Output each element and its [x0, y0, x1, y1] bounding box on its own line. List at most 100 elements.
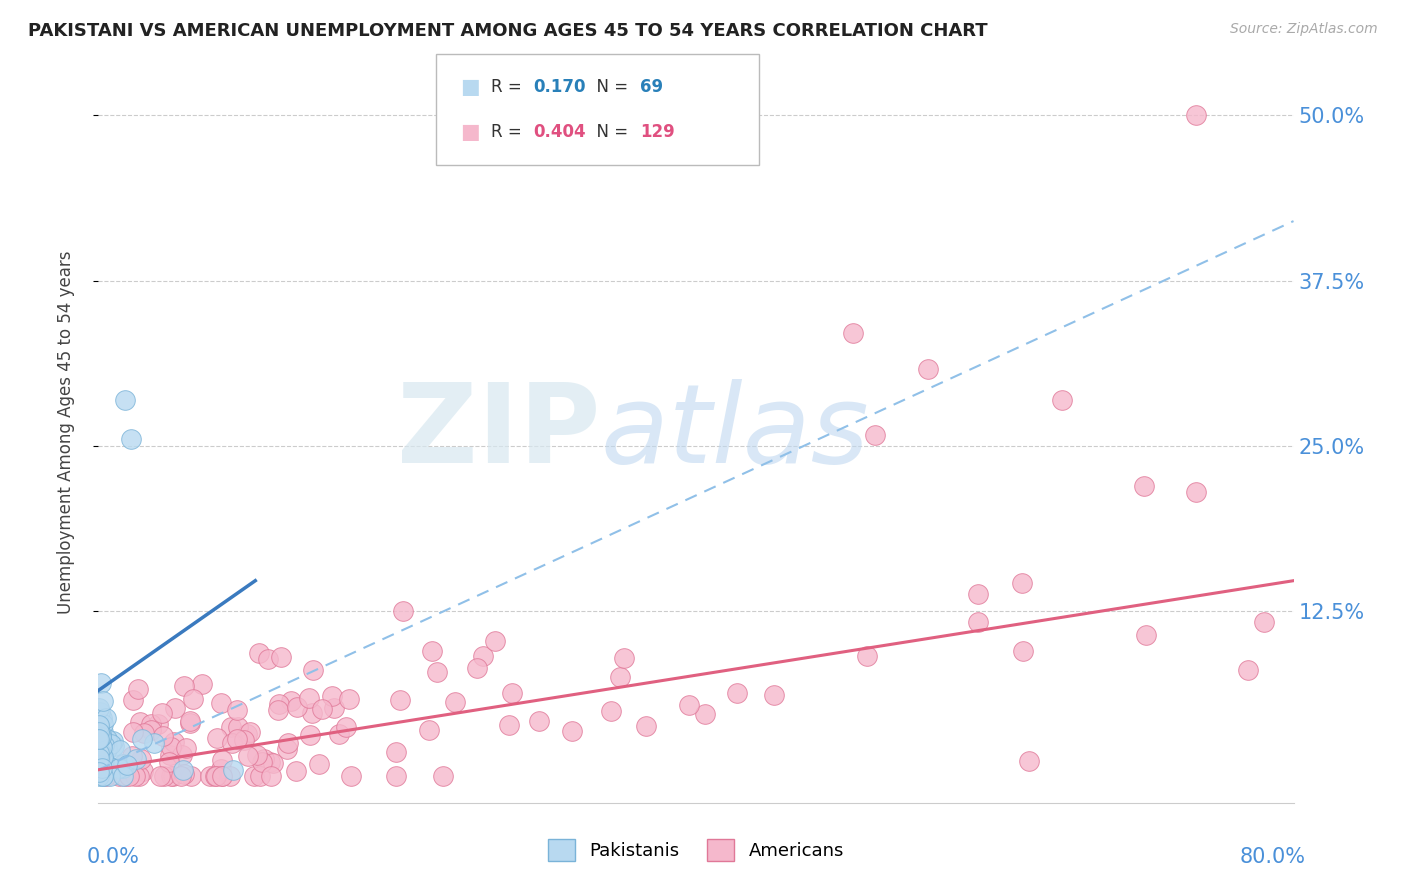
Point	[89, 719, 111, 733]
Point	[1018, 754, 1040, 768]
Point	[159, 748, 181, 763]
Point	[249, 769, 271, 783]
Point	[285, 764, 308, 779]
Text: 80.0%: 80.0%	[1240, 847, 1306, 867]
Point	[198, 769, 221, 783]
Point	[131, 732, 153, 747]
Text: ■: ■	[460, 122, 479, 142]
Point	[609, 670, 631, 684]
Point	[204, 769, 226, 783]
Point	[247, 646, 270, 660]
Point	[211, 753, 233, 767]
Point	[678, 698, 700, 713]
Point	[89, 756, 111, 770]
Point	[527, 714, 550, 728]
Point	[91, 748, 114, 763]
Text: 0.0%: 0.0%	[87, 847, 139, 867]
Point	[302, 663, 325, 677]
Point	[484, 634, 506, 648]
Point	[91, 741, 114, 756]
Point	[128, 769, 150, 783]
Point	[157, 755, 180, 769]
Point	[127, 681, 149, 696]
Point	[87, 731, 110, 746]
Point	[94, 711, 117, 725]
Point	[87, 764, 110, 779]
Point	[91, 744, 114, 758]
Point	[225, 703, 247, 717]
Point	[250, 755, 273, 769]
Point	[226, 731, 249, 746]
Point	[1012, 644, 1035, 658]
Point	[392, 604, 415, 618]
Text: R =: R =	[491, 123, 527, 141]
Point	[87, 731, 110, 746]
Point	[280, 693, 302, 707]
Point	[763, 688, 786, 702]
Point	[90, 748, 112, 763]
Point	[108, 743, 131, 757]
Point	[152, 729, 174, 743]
Point	[600, 704, 623, 718]
Point	[152, 706, 174, 720]
Y-axis label: Unemployment Among Ages 45 to 54 years: Unemployment Among Ages 45 to 54 years	[56, 251, 75, 615]
Point	[90, 755, 112, 769]
Point	[91, 769, 114, 783]
Point	[267, 697, 290, 711]
Point	[498, 718, 520, 732]
Point	[90, 676, 112, 690]
Point	[174, 741, 197, 756]
Text: N =: N =	[586, 78, 634, 95]
Point	[89, 746, 111, 760]
Point	[115, 758, 138, 772]
Point	[146, 717, 169, 731]
Point	[129, 714, 152, 729]
Point	[90, 750, 112, 764]
Point	[246, 748, 269, 763]
Point	[96, 732, 118, 747]
Point	[89, 746, 111, 760]
Point	[233, 732, 256, 747]
Point	[221, 736, 243, 750]
Point	[389, 693, 412, 707]
Text: 0.404: 0.404	[533, 123, 585, 141]
Point	[91, 716, 114, 731]
Text: ■: ■	[460, 77, 479, 96]
Point	[91, 725, 114, 739]
Point	[917, 362, 939, 376]
Point	[111, 769, 134, 783]
Point	[321, 690, 343, 704]
Point	[1237, 663, 1260, 677]
Point	[337, 692, 360, 706]
Point	[89, 744, 111, 758]
Point	[385, 769, 408, 783]
Point	[180, 769, 202, 783]
Point	[501, 686, 523, 700]
Point	[276, 741, 298, 756]
Point	[93, 739, 115, 753]
Point	[91, 694, 114, 708]
Point	[205, 769, 228, 783]
Point	[163, 701, 186, 715]
Point	[90, 765, 112, 780]
Point	[211, 769, 233, 783]
Point	[163, 735, 186, 749]
Point	[636, 719, 658, 733]
Text: PAKISTANI VS AMERICAN UNEMPLOYMENT AMONG AGES 45 TO 54 YEARS CORRELATION CHART: PAKISTANI VS AMERICAN UNEMPLOYMENT AMONG…	[28, 22, 988, 40]
Point	[432, 769, 454, 783]
Point	[561, 724, 583, 739]
Point	[90, 761, 112, 775]
Point	[120, 432, 142, 446]
Point	[418, 723, 440, 737]
Point	[259, 755, 281, 769]
Point	[131, 764, 153, 779]
Point	[125, 752, 148, 766]
Point	[179, 716, 201, 731]
Point	[112, 756, 135, 771]
Point	[118, 769, 141, 783]
Point	[98, 760, 121, 774]
Point	[89, 705, 111, 719]
Point	[211, 762, 233, 776]
Text: Source: ZipAtlas.com: Source: ZipAtlas.com	[1230, 22, 1378, 37]
Point	[172, 763, 194, 777]
